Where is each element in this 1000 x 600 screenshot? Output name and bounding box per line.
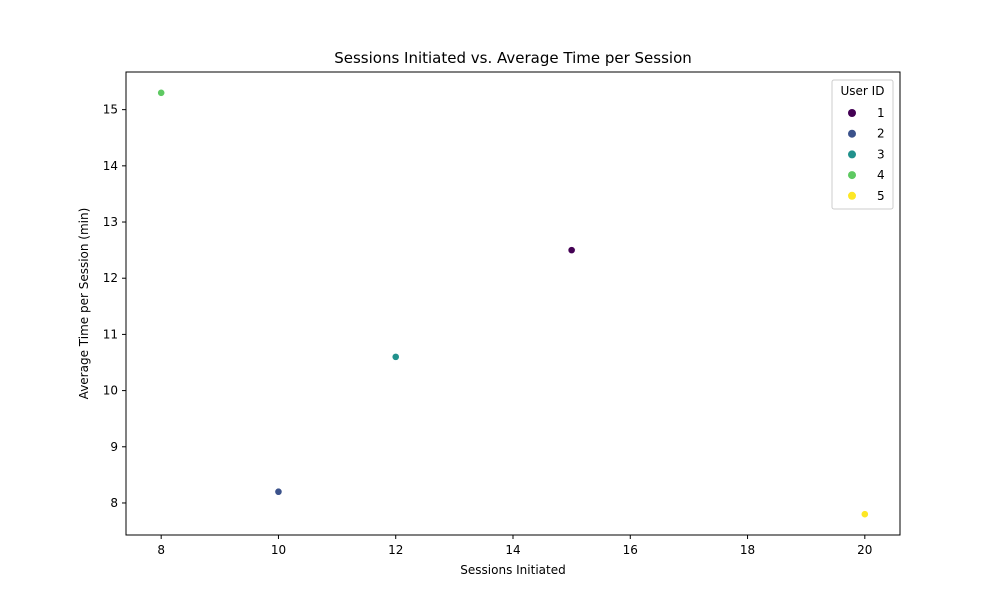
y-tick-label: 15	[103, 103, 118, 117]
x-axis-title: Sessions Initiated	[460, 563, 565, 577]
legend-label: 5	[877, 189, 885, 203]
data-point-user-5	[860, 510, 869, 519]
legend-label: 4	[877, 168, 885, 182]
y-tick-label: 11	[103, 327, 118, 341]
y-tick-label: 12	[103, 271, 118, 285]
legend-marker	[848, 191, 856, 200]
x-tick-label: 14	[505, 543, 520, 557]
legend-marker	[848, 150, 856, 159]
x-tick-label: 18	[740, 543, 755, 557]
data-point-user-3	[391, 352, 400, 361]
legend-items: 1 2 3 4 5	[848, 106, 885, 203]
x-tick-label: 16	[623, 543, 638, 557]
plot-frame	[125, 71, 901, 536]
legend: User ID 1 2 3 4 5	[831, 79, 894, 210]
legend-label: 1	[877, 106, 885, 120]
data-point-user-2	[274, 487, 283, 496]
chart-title: Sessions Initiated vs. Average Time per …	[334, 49, 692, 67]
legend-item: 2	[848, 127, 885, 141]
legend-title: User ID	[841, 84, 885, 98]
y-axis-title: Average Time per Session (min)	[77, 208, 91, 400]
legend-box	[831, 79, 894, 210]
legend-label: 3	[877, 147, 885, 161]
legend-item: 4	[848, 168, 885, 182]
legend-marker	[848, 109, 856, 117]
y-tick-label: 10	[103, 384, 118, 398]
x-tick-label: 8	[157, 543, 165, 557]
y-tick-label: 9	[110, 440, 118, 454]
data-point-user-4	[157, 88, 166, 97]
y-tick-label: 14	[103, 159, 118, 173]
legend-marker	[848, 129, 856, 138]
x-tick-label: 12	[388, 543, 403, 557]
legend-label: 2	[877, 127, 885, 141]
data-point-user-1	[567, 246, 576, 255]
legend-item: 3	[848, 147, 885, 161]
legend-item: 1	[848, 106, 885, 120]
x-tick-label: 10	[271, 543, 286, 557]
x-tick-label: 20	[857, 543, 872, 557]
legend-item: 5	[848, 189, 885, 203]
legend-marker	[848, 171, 856, 180]
y-tick-label: 8	[110, 496, 118, 510]
y-tick-label: 13	[103, 215, 118, 229]
